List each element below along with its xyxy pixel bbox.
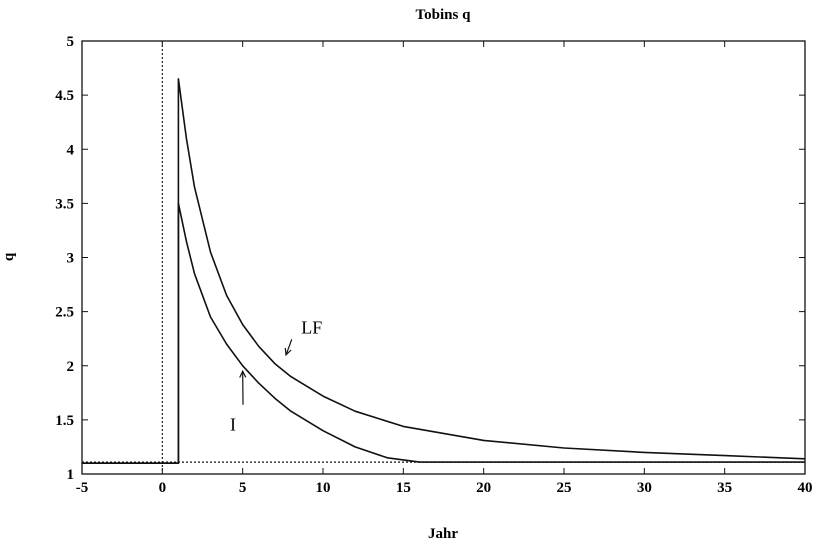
y-axis-label: q <box>1 252 17 261</box>
chart-title: Tobins q <box>416 7 472 23</box>
annotation-arrow-head <box>239 369 247 378</box>
x-tick-label: 25 <box>557 480 572 496</box>
plot-area: -5 0 5 10 15 20 25 30 35 40 1 1.5 2 2.5 3 3.5 4 4.5 5 LF I <box>55 34 812 496</box>
y-tick-label: 4.5 <box>55 88 74 104</box>
x-axis-label: Jahr <box>428 526 458 542</box>
x-tick-label: 40 <box>798 480 813 496</box>
x-tick-label: 10 <box>316 480 331 496</box>
annotation-label: I <box>230 415 236 435</box>
annotation-label: LF <box>301 317 322 337</box>
x-tick-label: 0 <box>159 480 167 496</box>
x-tick-label: 20 <box>476 480 491 496</box>
y-tick-label: 2 <box>67 359 75 375</box>
x-tick-label: -5 <box>76 480 89 496</box>
x-tick-label: 30 <box>637 480 652 496</box>
series-line-lf <box>82 78 806 465</box>
series-line-i <box>82 202 805 465</box>
y-tick-label: 3.5 <box>55 196 74 212</box>
x-tick-label: 35 <box>717 480 732 496</box>
y-tick-label: 1 <box>67 467 75 483</box>
y-tick-label: 4 <box>67 142 75 158</box>
annotation-arrow-head <box>284 347 292 357</box>
y-tick-label: 1.5 <box>55 413 74 429</box>
x-tick-label: 5 <box>239 480 247 496</box>
annotation-arrow-shaft <box>285 339 293 356</box>
x-tick-label: 15 <box>396 480 411 496</box>
y-tick-label: 2.5 <box>55 305 74 321</box>
y-tick-label: 5 <box>67 34 75 50</box>
y-tick-label: 3 <box>67 251 75 267</box>
